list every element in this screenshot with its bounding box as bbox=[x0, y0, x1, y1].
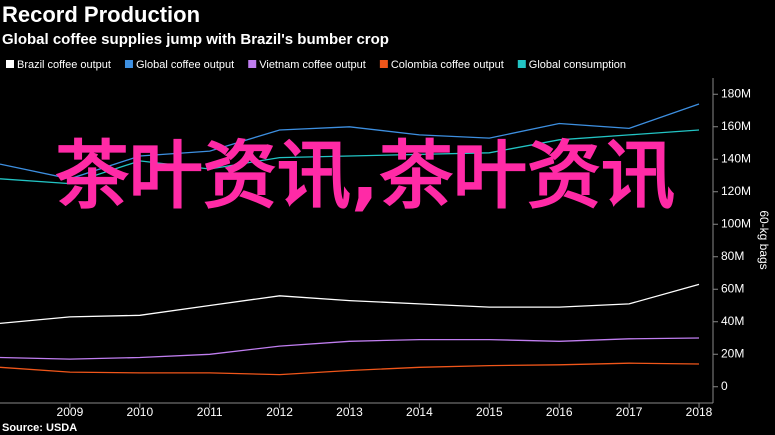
chart-subtitle: Global coffee supplies jump with Brazil'… bbox=[2, 31, 389, 48]
y-axis-label: 60-kg bags bbox=[757, 210, 771, 269]
x-tick-label: 2009 bbox=[57, 405, 84, 419]
legend-swatch bbox=[124, 60, 133, 68]
x-tick-label: 2010 bbox=[126, 405, 153, 419]
legend-swatch bbox=[379, 60, 388, 68]
x-tick-label: 2016 bbox=[546, 405, 573, 419]
x-tick-label: 2013 bbox=[336, 405, 363, 419]
legend-swatch bbox=[248, 60, 257, 68]
x-tick-label: 2017 bbox=[616, 405, 643, 419]
chart-title: Record Production bbox=[2, 2, 200, 27]
source: Source: USDA bbox=[2, 422, 77, 434]
legend-label: Global coffee output bbox=[136, 59, 234, 71]
legend-swatch bbox=[6, 60, 14, 68]
line-series bbox=[0, 283, 700, 325]
line-series bbox=[0, 337, 700, 360]
x-tick-label: 2018 bbox=[686, 405, 713, 419]
x-tick-label: 2015 bbox=[476, 405, 503, 419]
y-tick-label: 140M bbox=[721, 151, 751, 165]
legend-label: Global consumption bbox=[529, 59, 626, 71]
y-tick-label: 20M bbox=[721, 346, 744, 360]
line-series bbox=[0, 103, 700, 180]
y-tick-label: 160M bbox=[721, 119, 751, 133]
line-series bbox=[0, 362, 700, 376]
legend-label: Colombia coffee output bbox=[391, 59, 504, 71]
legend-label: Vietnam coffee output bbox=[259, 59, 366, 71]
watermark-text: 茶叶资讯,茶叶资讯 bbox=[54, 133, 676, 219]
x-tick-label: 2014 bbox=[406, 405, 433, 419]
y-tick-label: 100M bbox=[721, 216, 751, 230]
y-tick-label: 40M bbox=[721, 314, 744, 328]
y-tick-label: 0 bbox=[721, 379, 728, 393]
y-tick-label: 180M bbox=[721, 86, 751, 100]
legend-swatch bbox=[517, 60, 526, 68]
line-series bbox=[0, 129, 700, 185]
x-tick-label: 2011 bbox=[197, 405, 223, 419]
y-tick-label: 120M bbox=[721, 184, 751, 198]
legend-label: Brazil coffee output bbox=[17, 59, 111, 71]
y-tick-label: 60M bbox=[721, 281, 744, 295]
x-tick-label: 2012 bbox=[266, 405, 293, 419]
y-tick-label: 80M bbox=[721, 249, 744, 263]
